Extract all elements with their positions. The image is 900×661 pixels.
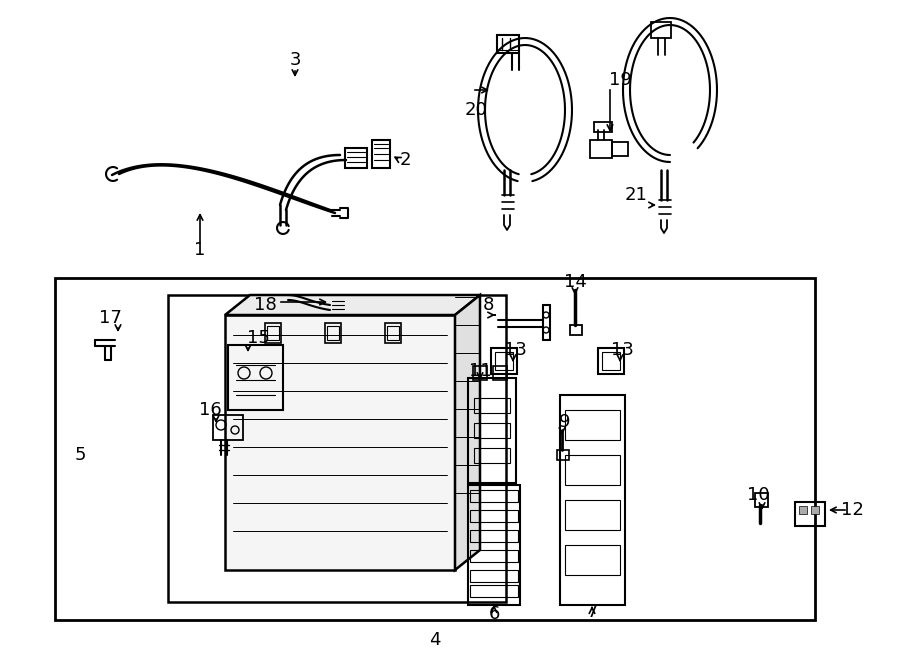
Bar: [267, 326, 279, 340]
Bar: [493, 366, 507, 380]
Text: 20: 20: [464, 101, 488, 119]
Bar: [213, 415, 243, 440]
Text: 2: 2: [400, 151, 410, 169]
Bar: [755, 493, 768, 507]
Bar: [330, 298, 346, 314]
Bar: [468, 378, 516, 483]
Bar: [470, 550, 518, 562]
Bar: [55, 278, 815, 620]
Polygon shape: [455, 295, 480, 570]
Bar: [470, 510, 518, 522]
Text: 13: 13: [610, 341, 634, 359]
Bar: [385, 323, 401, 343]
Text: 3: 3: [289, 51, 301, 69]
Text: 6: 6: [489, 605, 500, 623]
Text: 7: 7: [586, 603, 598, 621]
Bar: [168, 295, 506, 602]
Bar: [560, 395, 625, 605]
Bar: [799, 506, 807, 514]
Text: 13: 13: [504, 341, 526, 359]
Bar: [474, 423, 510, 438]
Bar: [811, 506, 819, 514]
Text: 11: 11: [469, 362, 491, 380]
Bar: [387, 326, 399, 340]
Bar: [602, 352, 620, 370]
Bar: [557, 450, 569, 460]
Text: 19: 19: [608, 71, 632, 89]
Bar: [565, 500, 620, 530]
Bar: [473, 366, 487, 380]
Text: 16: 16: [199, 401, 221, 419]
Bar: [470, 490, 518, 502]
Bar: [327, 326, 339, 340]
Text: 1: 1: [194, 241, 206, 259]
Bar: [612, 142, 628, 156]
Text: 4: 4: [429, 631, 441, 649]
Bar: [474, 448, 510, 463]
Text: 9: 9: [559, 413, 571, 431]
Bar: [565, 455, 620, 485]
Text: 8: 8: [482, 296, 494, 314]
Bar: [565, 410, 620, 440]
Bar: [651, 22, 671, 38]
Bar: [795, 502, 825, 526]
Bar: [594, 122, 612, 132]
Polygon shape: [225, 295, 480, 315]
Bar: [265, 323, 281, 343]
Bar: [497, 35, 519, 53]
Text: 5: 5: [74, 446, 86, 464]
Bar: [345, 148, 367, 168]
Text: 17: 17: [99, 309, 122, 327]
Bar: [228, 345, 283, 410]
Text: 18: 18: [254, 296, 276, 314]
Text: 12: 12: [841, 501, 863, 519]
Bar: [565, 545, 620, 575]
Bar: [491, 348, 517, 374]
Text: 15: 15: [247, 329, 269, 347]
Bar: [495, 352, 513, 370]
Bar: [470, 570, 518, 582]
Bar: [470, 530, 518, 542]
Text: 21: 21: [625, 186, 647, 204]
Bar: [598, 348, 624, 374]
Text: 14: 14: [563, 273, 587, 291]
Bar: [372, 140, 390, 168]
Bar: [570, 325, 582, 335]
Bar: [590, 140, 612, 158]
Bar: [474, 398, 510, 413]
Bar: [470, 585, 518, 597]
Bar: [468, 485, 520, 605]
Bar: [225, 315, 455, 570]
Text: 10: 10: [747, 486, 770, 504]
Bar: [325, 323, 341, 343]
